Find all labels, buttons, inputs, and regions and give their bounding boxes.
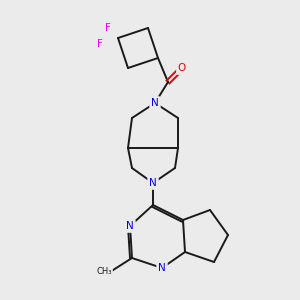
- Text: F: F: [97, 39, 103, 49]
- Text: N: N: [126, 221, 134, 231]
- Text: F: F: [97, 39, 103, 49]
- Text: CH₃: CH₃: [96, 268, 112, 277]
- Text: O: O: [178, 63, 186, 73]
- Text: N: N: [151, 98, 159, 108]
- Text: F: F: [105, 23, 111, 33]
- Text: O: O: [178, 63, 186, 73]
- Text: N: N: [158, 263, 166, 273]
- Text: N: N: [151, 98, 159, 108]
- Text: N: N: [158, 263, 166, 273]
- Text: F: F: [105, 23, 111, 33]
- Text: N: N: [149, 178, 157, 188]
- Text: N: N: [126, 221, 134, 231]
- Text: CH₃: CH₃: [96, 268, 112, 277]
- Text: N: N: [149, 178, 157, 188]
